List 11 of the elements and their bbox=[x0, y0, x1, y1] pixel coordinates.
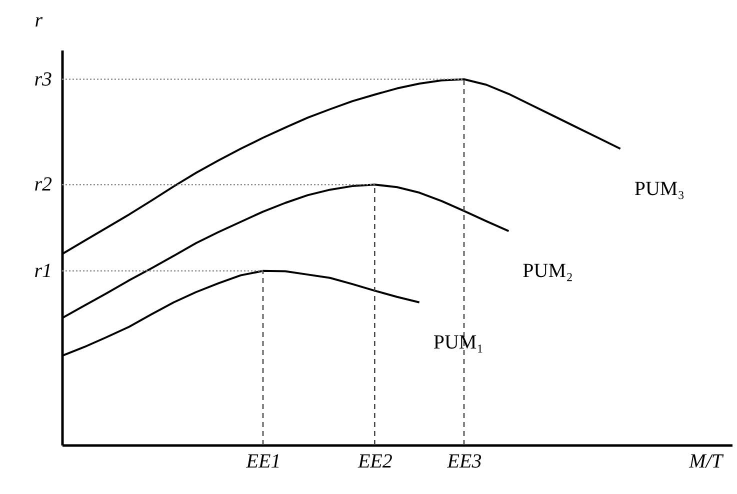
series-label: PUM₃ bbox=[634, 178, 685, 200]
series-label: PUM₁ bbox=[433, 331, 484, 354]
x-axis-title: M/T bbox=[688, 450, 724, 472]
ref-line-label: r2 bbox=[34, 174, 52, 196]
x-tick-label: EE3 bbox=[446, 450, 482, 472]
ref-line-label: r1 bbox=[34, 260, 52, 282]
series-label: PUM₂ bbox=[522, 260, 573, 282]
y-axis-title: r bbox=[34, 10, 43, 32]
x-tick-label: EE2 bbox=[356, 450, 392, 472]
x-tick-label: EE1 bbox=[245, 450, 281, 472]
ref-line-label: r3 bbox=[34, 68, 52, 90]
